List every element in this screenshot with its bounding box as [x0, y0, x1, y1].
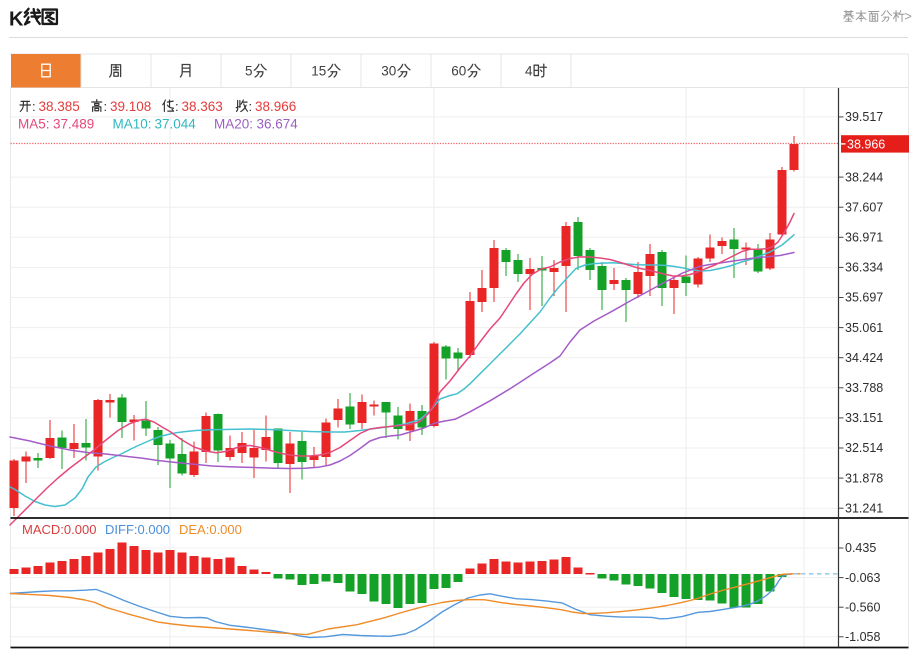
svg-text::: : — [175, 99, 179, 114]
svg-text:-1.058: -1.058 — [845, 630, 880, 644]
svg-text:35.061: 35.061 — [845, 321, 883, 335]
svg-text:37.044: 37.044 — [155, 117, 197, 132]
svg-text:36.971: 36.971 — [845, 231, 883, 245]
svg-text:37.489: 37.489 — [53, 117, 94, 132]
svg-text:MA5:: MA5: — [18, 117, 50, 132]
svg-text:MA10:: MA10: — [113, 117, 152, 132]
svg-text:DEA:0.000: DEA:0.000 — [179, 522, 242, 537]
svg-text:36.334: 36.334 — [845, 261, 883, 275]
svg-text:34.424: 34.424 — [845, 351, 883, 365]
svg-text:-0.560: -0.560 — [845, 600, 880, 614]
svg-text:39.108: 39.108 — [110, 99, 151, 114]
svg-text:38.244: 38.244 — [845, 170, 883, 184]
svg-text::: : — [32, 99, 36, 114]
svg-text:38.966: 38.966 — [847, 138, 885, 152]
svg-text:15: 15 — [311, 64, 326, 79]
svg-text:38.385: 38.385 — [39, 99, 80, 114]
svg-text:38.966: 38.966 — [255, 99, 296, 114]
svg-text::: : — [104, 99, 108, 114]
svg-text:MACD:0.000: MACD:0.000 — [22, 522, 96, 537]
svg-text:31.241: 31.241 — [845, 501, 883, 515]
svg-text:39.517: 39.517 — [845, 110, 883, 124]
svg-text:K: K — [9, 9, 24, 31]
svg-text::: : — [249, 99, 253, 114]
svg-text:5: 5 — [245, 64, 253, 79]
svg-text:DIFF:0.000: DIFF:0.000 — [105, 522, 170, 537]
svg-text:36.674: 36.674 — [257, 117, 299, 132]
svg-text:MA20:: MA20: — [214, 117, 253, 132]
svg-text:60: 60 — [451, 64, 466, 79]
svg-text:-0.063: -0.063 — [845, 571, 880, 585]
svg-text:38.363: 38.363 — [182, 99, 223, 114]
svg-text:30: 30 — [381, 64, 396, 79]
svg-text:0.435: 0.435 — [845, 541, 876, 555]
svg-text:4: 4 — [525, 64, 533, 79]
svg-text:31.878: 31.878 — [845, 471, 883, 485]
svg-text:33.151: 33.151 — [845, 411, 883, 425]
svg-text:37.607: 37.607 — [845, 200, 883, 214]
svg-text:>: > — [905, 10, 912, 24]
svg-text:32.514: 32.514 — [845, 441, 883, 455]
svg-text:33.788: 33.788 — [845, 381, 883, 395]
svg-text:35.697: 35.697 — [845, 291, 883, 305]
